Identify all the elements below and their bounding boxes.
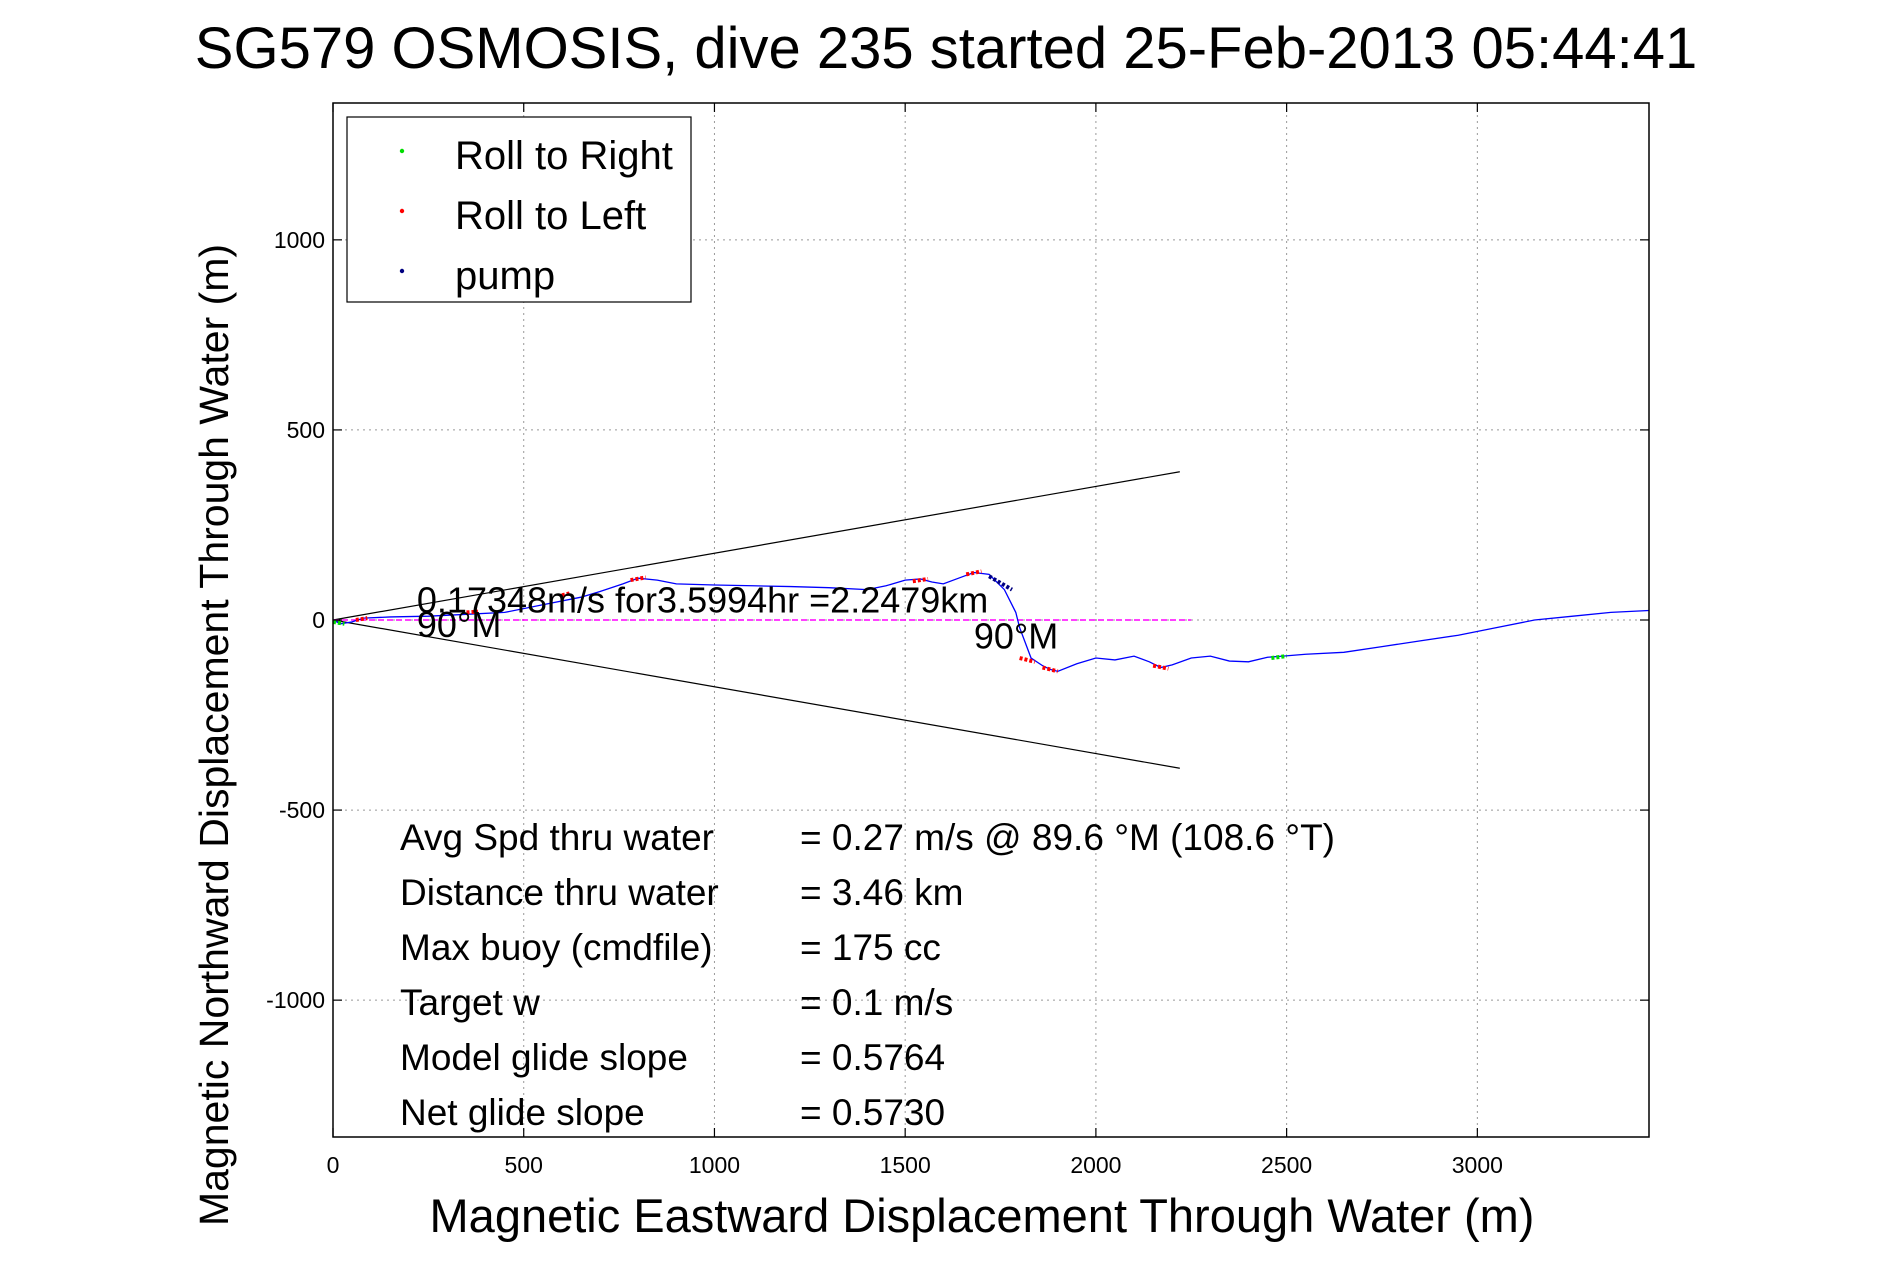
track-line: [332, 571, 1650, 673]
x-axis-label: Magnetic Eastward Displacement Through W…: [430, 1189, 1535, 1242]
x-tick-label: 1000: [689, 1152, 740, 1178]
stats-label: Max buoy (cmdfile): [400, 927, 713, 968]
roll-left-segment: [1152, 663, 1169, 671]
x-tick-label: 3000: [1452, 1152, 1503, 1178]
track-annotation: 90°M: [974, 616, 1058, 657]
roll-left-segment: [912, 576, 929, 584]
roll-left-segment: [965, 569, 982, 577]
track-annotation: 0.17348m/s for3.5994hr =2.2479km: [417, 579, 988, 620]
legend: Roll to Right Roll to Left pump: [346, 116, 692, 303]
y-tick-labels: -1000 -500 0 500 1000: [266, 227, 325, 1013]
tick-marks: [332, 103, 1649, 1137]
stats-value: = 3.46 km: [800, 872, 964, 913]
cone-line: [332, 471, 1180, 621]
cone-line: [332, 619, 1180, 769]
y-tick-label: -500: [279, 797, 325, 823]
roll-left-segment: [355, 616, 368, 622]
legend-label: Roll to Left: [455, 194, 646, 238]
marker-group: [332, 569, 1287, 674]
x-tick-labels: 0 500 1000 1500 2000 2500 3000: [327, 1152, 1503, 1178]
roll-left-segment: [1019, 656, 1036, 664]
stats-label: Model glide slope: [400, 1037, 688, 1078]
roll-left-segment: [561, 591, 570, 598]
stats-value: = 0.5764: [800, 1037, 945, 1078]
stats-label: Avg Spd thru water: [400, 817, 714, 858]
y-tick-label: 1000: [274, 227, 325, 253]
legend-label: pump: [455, 254, 555, 298]
roll-left-segment: [466, 609, 479, 615]
y-axis-label: Magnetic Northward Displacement Through …: [191, 244, 237, 1226]
stats-value: = 175 cc: [800, 927, 941, 968]
y-tick-label: -1000: [266, 987, 325, 1013]
stats-label: Target w: [400, 982, 540, 1023]
heading-cone: [332, 471, 1180, 769]
x-tick-label: 1500: [880, 1152, 931, 1178]
roll-left-segment: [1042, 665, 1059, 674]
stats-value: = 0.1 m/s: [800, 982, 953, 1023]
y-axis-label-group: Magnetic Northward Displacement Through …: [191, 244, 237, 1226]
legend-marker: [399, 148, 405, 154]
stats-value: = 0.27 m/s @ 89.6 °M (108.6 °T): [800, 817, 1335, 858]
x-tick-label: 2500: [1261, 1152, 1312, 1178]
legend-marker: [399, 268, 405, 274]
x-tick-label: 500: [505, 1152, 543, 1178]
stats-label: Net glide slope: [400, 1092, 645, 1133]
y-tick-label: 0: [312, 607, 325, 633]
legend-marker: [399, 208, 405, 214]
roll-left-segment: [630, 575, 647, 583]
x-tick-label: 2000: [1070, 1152, 1121, 1178]
roll-right-segment: [1271, 654, 1287, 660]
chart-title: SG579 OSMOSIS, dive 235 started 25-Feb-2…: [195, 16, 1697, 81]
legend-label: Roll to Right: [455, 134, 673, 178]
stats-block: Avg Spd thru water = 0.27 m/s @ 89.6 °M (…: [400, 817, 1335, 1133]
pump-segment: [988, 574, 1013, 592]
track-annotation: 90°M: [417, 604, 501, 645]
x-tick-label: 0: [327, 1152, 340, 1178]
stats-label: Distance thru water: [400, 872, 719, 913]
track-group: [332, 571, 1650, 673]
roll-right-segment: [332, 619, 345, 626]
y-tick-label: 500: [287, 417, 325, 443]
legend-box: [346, 116, 692, 303]
stats-value: = 0.5730: [800, 1092, 945, 1133]
